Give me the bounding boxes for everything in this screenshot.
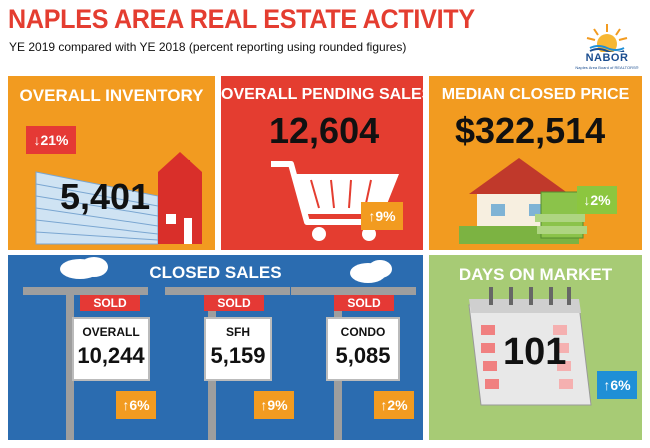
median-price-panel: MEDIAN CLOSED PRICE $322,514 ↓ 2% (429, 76, 642, 250)
shopping-cart-icon (271, 161, 399, 241)
logo-tagline: Naples Area Board of REALTORS® (575, 65, 639, 70)
closed-overall-card: OVERALL 10,244 (72, 317, 150, 381)
days-change-badge: ↑ 6% (597, 371, 637, 399)
inventory-value: 5,401 (60, 176, 151, 217)
arrow-up-icon: ↑ (603, 377, 611, 393)
median-price-change-badge: ↓ 2% (577, 186, 617, 214)
median-price-title: MEDIAN CLOSED PRICE (441, 86, 630, 103)
days-on-market-panel: DAYS ON MARKET 101 ↑ 6% (429, 255, 642, 440)
days-on-market-title: DAYS ON MARKET (458, 265, 613, 284)
overall-inventory-title: OVERALL INVENTORY (19, 86, 204, 105)
logo-name: NABOR (585, 52, 629, 64)
closed-sales-title: CLOSED SALES (149, 263, 282, 282)
house-money-icon (459, 158, 587, 244)
pending-change-badge: ↑ 9% (361, 202, 403, 230)
house-illustration-icon (35, 152, 202, 245)
arrow-down-icon: ↓ (583, 192, 591, 208)
closed-sales-panel: CLOSED SALES SOLD OVERALL 10,244 ↑ 6% SOL… (8, 255, 423, 440)
closed-sfh-change-badge: ↑ 9% (254, 391, 294, 419)
pending-sales-panel: OVERALL PENDING SALES 12,604 ↑ 9% (221, 76, 423, 250)
inventory-change-badge: ↓ 21% (26, 126, 76, 154)
arrow-up-icon: ↑ (260, 397, 268, 413)
overall-inventory-panel: OVERALL INVENTORY ↓ 21% 5,401 (8, 76, 215, 250)
closed-overall-change-badge: ↑ 6% (116, 391, 156, 419)
closed-sfh-card: SFH 5,159 (204, 317, 272, 381)
closed-condo-change-badge: ↑ 2% (374, 391, 414, 419)
median-price-value: $322,514 (455, 110, 606, 151)
calendar-icon (468, 287, 592, 406)
arrow-up-icon: ↑ (380, 397, 388, 413)
sold-tag: SOLD (80, 295, 140, 311)
arrow-up-icon: ↑ (368, 208, 376, 224)
page-title: NAPLES AREA REAL ESTATE ACTIVITY (8, 4, 475, 34)
sold-tag: SOLD (334, 295, 394, 311)
closed-overall-label: OVERALL (82, 325, 140, 339)
sunburst-logo-icon (586, 24, 628, 54)
arrow-down-icon: ↓ (33, 132, 41, 148)
page-subtitle: YE 2019 compared with YE 2018 (percent r… (9, 40, 407, 54)
closed-condo-label: CONDO (340, 325, 386, 339)
arrow-up-icon: ↑ (122, 397, 130, 413)
closed-condo-card: CONDO 5,085 (326, 317, 400, 381)
closed-sfh-label: SFH (226, 325, 250, 339)
pending-sales-value: 12,604 (269, 110, 380, 151)
closed-sfh-value: 5,159 (210, 343, 266, 368)
nabor-logo: NABOR Naples Area Board of REALTORS® (572, 22, 642, 70)
closed-condo-value: 5,085 (335, 343, 391, 368)
pending-sales-title: OVERALL PENDING SALES (221, 86, 423, 103)
days-on-market-value: 101 (503, 331, 567, 373)
closed-overall-value: 10,244 (77, 343, 145, 368)
sold-tag: SOLD (204, 295, 264, 311)
